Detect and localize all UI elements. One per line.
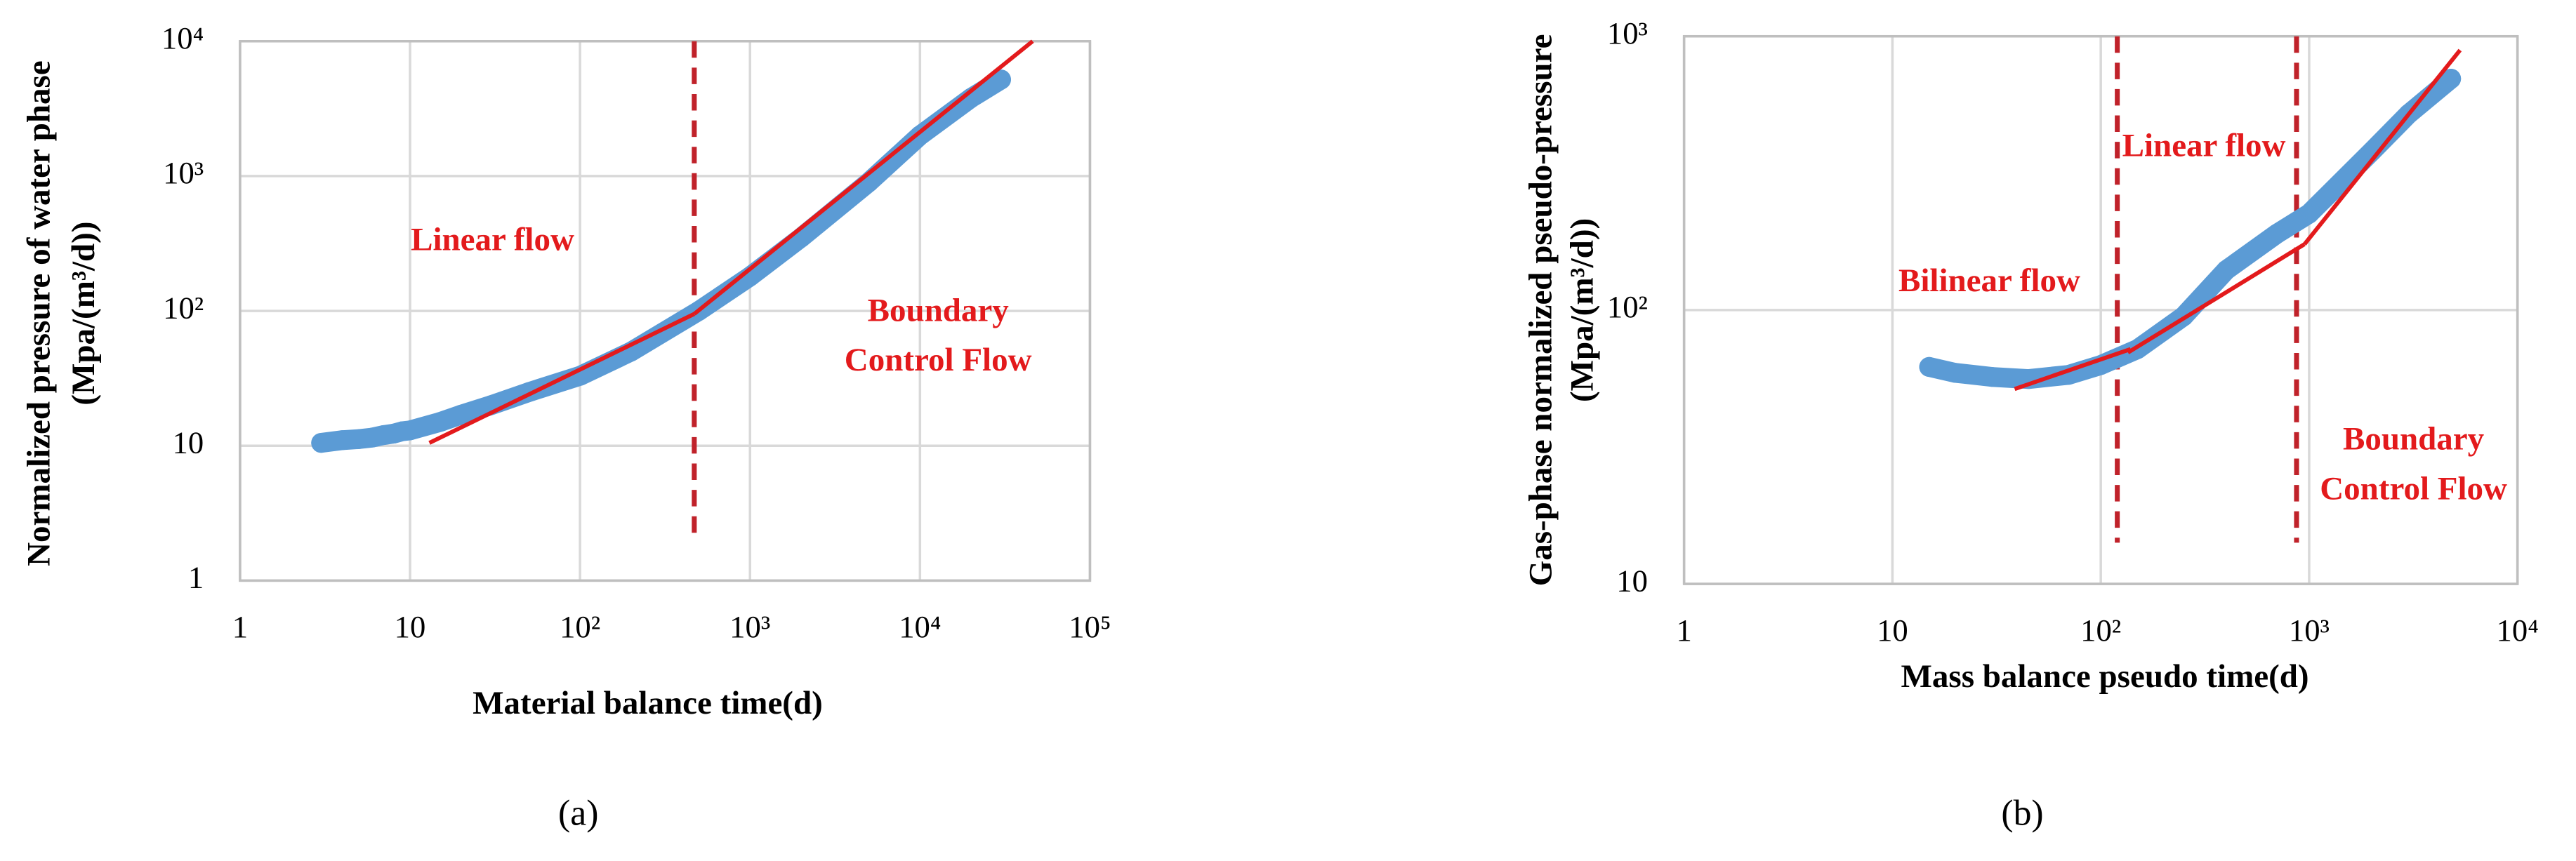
fit-line <box>2303 48 2462 246</box>
annotation: Boundary <box>2343 421 2485 458</box>
chart-panel: 1 10 10² 10³ 10⁴ 10 10² 10³ Linear flow Bilinear … <box>1523 15 2539 833</box>
y-axis-title: (Mpa/(m³/d)) <box>65 222 102 406</box>
y-axis-title: Normalized pressure of water phase <box>21 60 58 566</box>
fit-line <box>2014 347 2132 392</box>
y-tick-label: 10² <box>1607 289 1648 324</box>
y-tick-label: 10 <box>1616 563 1648 598</box>
x-tick-label: 10³ <box>729 609 770 644</box>
fit-line <box>2127 242 2306 354</box>
fit-line <box>692 39 1034 316</box>
y-tick-label: 10 <box>173 425 204 460</box>
y-tick-label: 10² <box>163 290 204 325</box>
plot-frame <box>239 40 1092 582</box>
x-tick-label: 1 <box>1676 613 1691 648</box>
annotation: Bilinear flow <box>1898 262 2080 299</box>
x-axis-title: Material balance time(d) <box>473 685 823 721</box>
plot-frame <box>1682 34 2519 585</box>
panel-caption: (a) <box>558 793 598 833</box>
annotation: Control Flow <box>2320 470 2507 507</box>
annotation: Control Flow <box>845 342 1032 378</box>
annotation: Linear flow <box>411 221 574 258</box>
y-axis-title: (Mpa/(m³/d)) <box>1564 218 1600 402</box>
x-tick-label: 10³ <box>2289 613 2330 648</box>
x-tick-label: 10 <box>1877 613 1908 648</box>
annotation: Boundary <box>868 292 1010 328</box>
y-tick-label: 10³ <box>163 155 204 190</box>
chart-panel: 1 10 10² 10³ 10⁴ 10⁵ 1 10 10² 10³ 10⁴ Linear flow Bo… <box>21 20 1111 833</box>
y-tick-label: 1 <box>188 560 204 595</box>
fit-line <box>428 312 696 445</box>
annotation: Linear flow <box>2122 127 2286 163</box>
data-curve <box>1919 69 2462 389</box>
x-tick-label: 10⁴ <box>899 609 941 644</box>
x-tick-label: 10² <box>560 609 600 644</box>
x-axis-title: Mass balance pseudo time(d) <box>1901 658 2309 695</box>
x-tick-label: 10⁴ <box>2497 613 2539 648</box>
x-tick-label: 1 <box>232 609 248 644</box>
y-tick-label: 10³ <box>1607 15 1648 51</box>
x-tick-label: 10² <box>2080 613 2121 648</box>
panel-caption: (b) <box>2001 793 2043 833</box>
x-tick-label: 10⁵ <box>1069 609 1111 644</box>
y-tick-label: 10⁴ <box>161 20 204 55</box>
y-axis-title: Gas-phase normalized pseudo-pressure <box>1523 34 1559 586</box>
x-tick-label: 10 <box>395 609 426 644</box>
data-curve <box>311 69 1011 453</box>
